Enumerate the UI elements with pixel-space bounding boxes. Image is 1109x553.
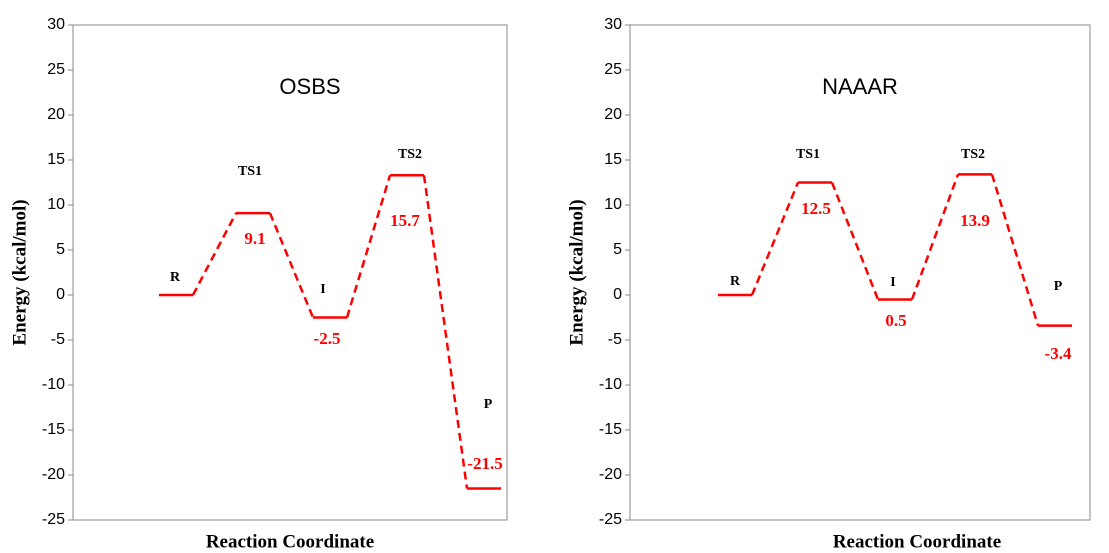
energy-annotation: -21.5 xyxy=(467,454,502,473)
connector xyxy=(832,183,878,300)
y-tick-label: 30 xyxy=(604,16,622,33)
stage-label: TS1 xyxy=(238,164,262,179)
stage-label: I xyxy=(890,275,895,290)
energy-annotation: -2.5 xyxy=(314,329,341,348)
connector xyxy=(912,174,958,299)
energy-annotation: 13.9 xyxy=(960,211,990,230)
energy-annotation: 9.1 xyxy=(244,229,265,248)
connector xyxy=(347,175,390,317)
y-tick-label: -5 xyxy=(51,331,65,348)
stage-label: P xyxy=(1054,279,1063,294)
y-tick-label: -25 xyxy=(599,511,622,528)
connector xyxy=(424,175,467,488)
y-tick-label: 20 xyxy=(47,106,65,123)
x-axis-title: Reaction Coordinate xyxy=(833,531,1001,552)
connector xyxy=(270,213,313,317)
y-tick-label: -15 xyxy=(42,421,65,438)
energy-annotation: -3.4 xyxy=(1045,344,1072,363)
y-tick-label: 0 xyxy=(56,286,65,303)
y-axis-title: Energy (kcal/mol) xyxy=(566,199,587,345)
y-tick-label: -10 xyxy=(42,376,65,393)
figure: -25 -20 -15 -10 -5 0 5 10 15 20 25 30 Energy (kcal/m… xyxy=(0,0,1109,553)
y-tick-label: -15 xyxy=(599,421,622,438)
chart-title: OSBS xyxy=(279,74,340,99)
y-tick-label: 30 xyxy=(47,16,65,33)
energy-annotation: 0.5 xyxy=(885,311,906,330)
stage-label: R xyxy=(170,270,181,285)
energy-annotation: 15.7 xyxy=(390,211,420,230)
energy-annotation: 12.5 xyxy=(801,199,831,218)
y-tick-label: -25 xyxy=(42,511,65,528)
plot-frame xyxy=(630,25,1090,520)
y-tick-label: 15 xyxy=(604,151,622,168)
stage-label: P xyxy=(484,397,493,412)
x-axis-title: Reaction Coordinate xyxy=(206,531,374,552)
connector xyxy=(193,213,236,295)
y-tick-label: 5 xyxy=(613,241,622,258)
connector xyxy=(992,174,1038,325)
y-tick-label: 10 xyxy=(47,196,65,213)
connector xyxy=(752,183,798,296)
y-tick-label: -20 xyxy=(42,466,65,483)
y-tick-label: 5 xyxy=(56,241,65,258)
plot-frame xyxy=(73,25,507,520)
chart-title: NAAAR xyxy=(822,74,898,99)
y-tick-label: 25 xyxy=(604,61,622,78)
y-tick-label: -20 xyxy=(599,466,622,483)
y-tick-label: 0 xyxy=(613,286,622,303)
stage-label: I xyxy=(320,282,325,297)
y-tick-label: 15 xyxy=(47,151,65,168)
stage-label: TS2 xyxy=(961,147,985,162)
y-tick-label: -10 xyxy=(599,376,622,393)
y-tick-label: 25 xyxy=(47,61,65,78)
stage-label: R xyxy=(730,274,741,289)
stage-label: TS2 xyxy=(398,147,422,162)
y-tick-label: 20 xyxy=(604,106,622,123)
y-tick-label: -5 xyxy=(608,331,622,348)
y-tick-label: 10 xyxy=(604,196,622,213)
stage-label: TS1 xyxy=(796,147,820,162)
y-axis-title: Energy (kcal/mol) xyxy=(9,199,30,345)
